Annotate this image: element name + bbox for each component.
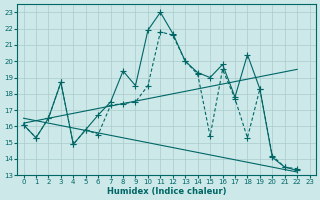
X-axis label: Humidex (Indice chaleur): Humidex (Indice chaleur) xyxy=(107,187,226,196)
